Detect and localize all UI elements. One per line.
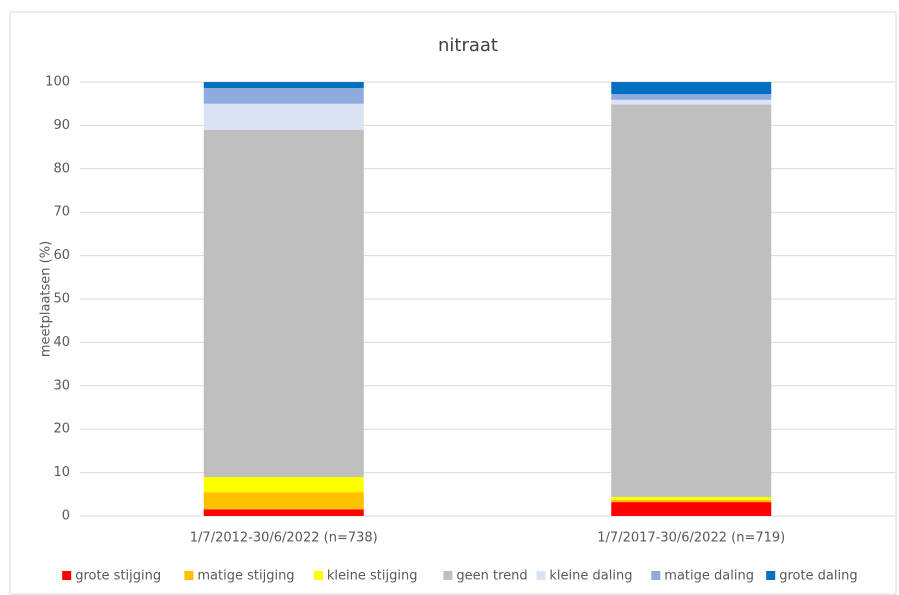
bar-segment bbox=[611, 499, 772, 503]
bar-segment bbox=[203, 129, 364, 477]
legend-label: matige daling bbox=[664, 569, 754, 584]
legend-label: kleine daling bbox=[549, 569, 632, 584]
y-tick-label: 90 bbox=[53, 118, 70, 133]
y-tick-label: 20 bbox=[53, 422, 70, 437]
bar-segment bbox=[203, 88, 364, 104]
bar-segment bbox=[611, 94, 772, 100]
bar-segment bbox=[203, 509, 364, 516]
bar-segment bbox=[203, 82, 364, 89]
bar-segment bbox=[203, 103, 364, 130]
bar-segment bbox=[203, 492, 364, 510]
legend-label: grote daling bbox=[779, 569, 857, 584]
legend-label: kleine stijging bbox=[327, 569, 418, 584]
legend-label: geen trend bbox=[456, 569, 527, 584]
y-tick-label: 10 bbox=[53, 465, 70, 480]
y-axis-label: meetplaatsen (%) bbox=[39, 241, 54, 357]
y-tick-label: 30 bbox=[53, 378, 70, 393]
legend-swatch bbox=[313, 571, 323, 580]
legend-label: grote stijging bbox=[75, 569, 161, 584]
y-tick-label: 50 bbox=[53, 292, 70, 307]
x-tick-label: 1/7/2017-30/6/2022 (n=719) bbox=[597, 531, 785, 546]
y-tick-label: 0 bbox=[62, 509, 70, 524]
bar-segment bbox=[611, 82, 772, 95]
y-tick-label: 40 bbox=[53, 335, 70, 350]
y-tick-label: 70 bbox=[53, 205, 70, 220]
legend-swatch bbox=[651, 571, 661, 580]
legend-swatch bbox=[536, 571, 546, 580]
bar-segment bbox=[611, 496, 772, 500]
legend-swatch bbox=[62, 571, 72, 580]
legend-swatch bbox=[184, 571, 194, 580]
bar-segment bbox=[611, 99, 772, 105]
legend-swatch bbox=[766, 571, 776, 580]
legend-swatch bbox=[443, 571, 453, 580]
bar-segment bbox=[611, 502, 772, 516]
x-tick-label: 1/7/2012-30/6/2022 (n=738) bbox=[190, 531, 378, 546]
chart-title: nitraat bbox=[438, 35, 498, 56]
y-tick-label: 80 bbox=[53, 161, 70, 176]
bar-segment bbox=[611, 104, 772, 497]
y-tick-label: 100 bbox=[45, 75, 70, 90]
legend-label: matige stijging bbox=[197, 569, 294, 584]
y-tick-label: 60 bbox=[53, 248, 70, 263]
bar-segment bbox=[203, 476, 364, 493]
